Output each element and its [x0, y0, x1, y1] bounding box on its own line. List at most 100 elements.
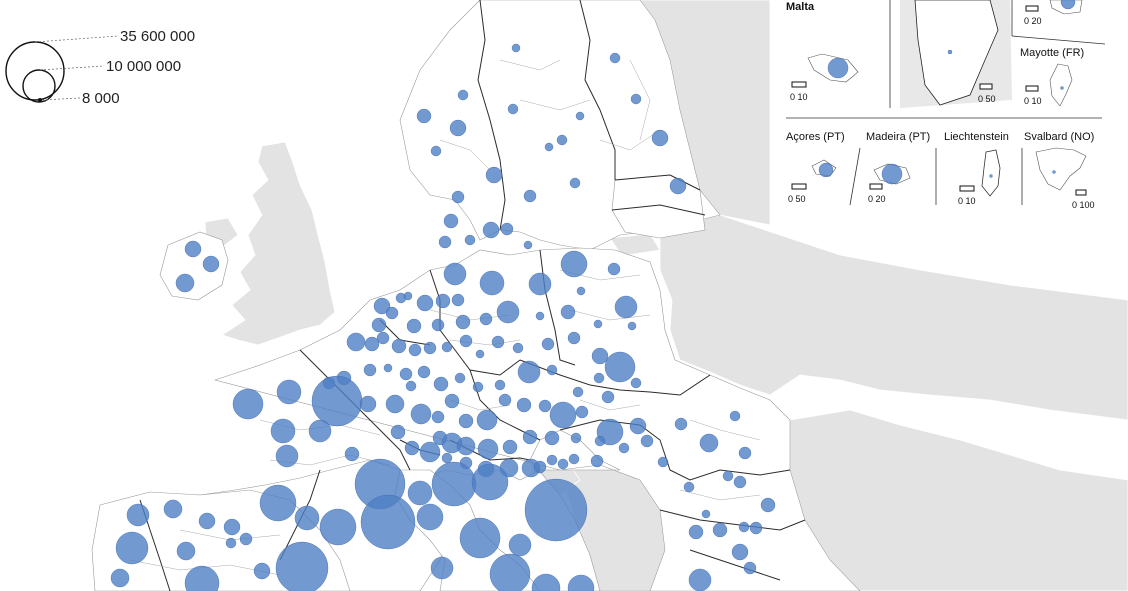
population-bubble [557, 458, 569, 470]
black-sea-coast [789, 409, 1128, 591]
population-bubble [570, 432, 582, 444]
population-bubble [399, 367, 413, 381]
population-bubble [423, 341, 437, 355]
population-bubble [576, 286, 586, 296]
region-line [629, 59, 651, 141]
scale-label-madeira: 0 20 [868, 194, 886, 204]
scale-label-acores: 0 50 [788, 194, 806, 204]
population-bubble [699, 433, 719, 453]
population-bubble [575, 405, 589, 419]
population-bubble [364, 336, 380, 352]
population-bubble [391, 338, 407, 354]
population-bubble [482, 221, 500, 239]
legend-label-medium: 10 000 000 [106, 58, 181, 75]
legend: 35 600 000 10 000 000 8 000 [5, 28, 195, 107]
region-line [499, 59, 561, 71]
inset-panel: Malta 0 10 0 50 0 20 Mayotte (FR) 0 10 A… [772, 0, 1114, 220]
inset-title-svalbard: Svalbard (NO) [1024, 131, 1094, 143]
scale-bar [1025, 5, 1039, 12]
population-bubble [198, 512, 216, 530]
population-bubble [544, 430, 560, 446]
population-bubble [630, 93, 642, 105]
population-bubble [569, 177, 581, 189]
inset-title-mayotte: Mayotte (FR) [1020, 47, 1084, 59]
population-bubble [433, 376, 449, 392]
region-line [449, 399, 511, 411]
inset-title-madeira: Madeira (PT) [866, 131, 930, 143]
scale-bar [1025, 85, 1039, 92]
population-bubble [528, 272, 552, 296]
population-bubble [568, 453, 580, 465]
population-bubble [275, 444, 299, 468]
scale-label-reunion: 0 20 [1024, 16, 1042, 26]
population-bubble [344, 446, 360, 462]
population-bubble [560, 304, 576, 320]
population-bubble [390, 424, 406, 440]
region-line [439, 139, 491, 171]
liechtenstein-shape [981, 149, 1001, 197]
population-bubble [438, 235, 452, 249]
population-bubble [591, 347, 609, 365]
population-bubble [404, 440, 420, 456]
region-line [689, 419, 761, 441]
scale-bar [959, 185, 975, 192]
acores-bubble [818, 162, 834, 178]
kaliningrad [609, 233, 661, 257]
population-bubble [455, 314, 471, 330]
population-bubble [416, 108, 432, 124]
legend-circle-medium [22, 69, 56, 103]
population-bubble [549, 401, 577, 429]
mayotte-bubble [1060, 86, 1064, 90]
population-bubble [417, 365, 431, 379]
population-bubble [609, 52, 621, 64]
inset-title-liechtenstein: Liechtenstein [944, 131, 1009, 143]
population-bubble [419, 441, 441, 463]
guyane-shape [914, 0, 999, 106]
population-bubble [363, 363, 377, 377]
population-bubble [458, 413, 474, 429]
population-bubble [729, 410, 741, 422]
border-line [689, 549, 781, 581]
population-bubble [522, 429, 538, 445]
population-bubble [604, 351, 636, 383]
scale-bar [979, 83, 993, 90]
population-bubble [259, 484, 297, 522]
population-bubble [567, 574, 595, 591]
population-bubble [688, 524, 704, 540]
population-bubble [560, 250, 588, 278]
population-bubble [593, 372, 605, 384]
population-bubble [294, 505, 320, 531]
population-bubble [457, 89, 469, 101]
population-bubble [491, 335, 505, 349]
population-bubble [517, 360, 541, 384]
population-bubble [614, 295, 638, 319]
population-bubble [371, 317, 387, 333]
population-bubble [126, 503, 150, 527]
population-bubble [225, 537, 237, 549]
region-line [579, 399, 641, 411]
population-bubble [590, 454, 604, 468]
population-bubble [479, 270, 505, 296]
population-bubble [733, 475, 747, 489]
population-bubble [459, 334, 473, 348]
population-bubble [701, 509, 711, 519]
population-bubble [359, 395, 377, 413]
population-bubble [459, 517, 501, 559]
population-bubble [618, 442, 630, 454]
population-bubble [431, 318, 445, 332]
population-bubble [575, 111, 585, 121]
population-bubble [630, 377, 642, 389]
svalbard-bubble [1052, 170, 1056, 174]
population-bubble [489, 553, 531, 591]
population-bubble [175, 273, 195, 293]
scale-label-liechtenstein: 0 10 [958, 196, 976, 206]
population-bubble [494, 379, 506, 391]
population-bubble [743, 561, 757, 575]
inset-divider [849, 147, 861, 206]
population-bubble [163, 499, 183, 519]
east-block [659, 214, 1128, 421]
population-bubble [443, 262, 467, 286]
population-bubble [546, 364, 558, 376]
liechtenstein-bubble [989, 174, 993, 178]
mayotte-shape [1049, 63, 1073, 107]
